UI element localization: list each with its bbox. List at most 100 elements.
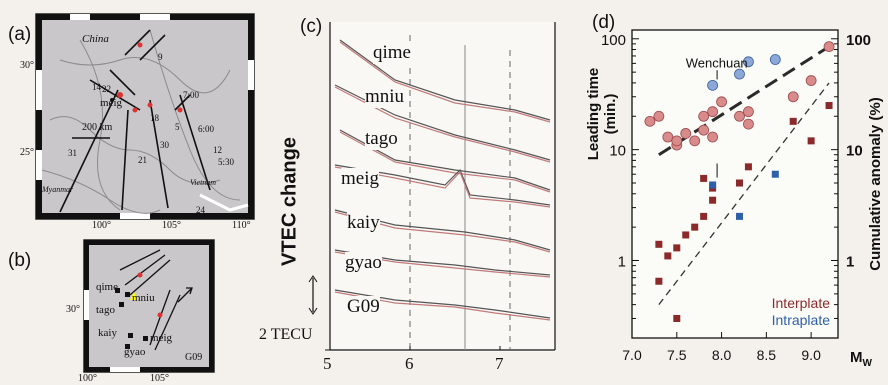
interplate-circle-point	[698, 110, 710, 122]
legend-interplate: Interplate	[772, 295, 831, 311]
panel-a: (a) China Myanmar Vietnam 200 km meig 30…	[0, 0, 270, 231]
trace-label-tago: tago	[365, 128, 398, 150]
trace-label-g09: G09	[347, 296, 380, 318]
lon-tick-110: 110°	[232, 220, 251, 231]
interplate-circle-point	[689, 135, 701, 147]
lat-tick-25: 25°	[20, 147, 34, 158]
track-number: 5	[175, 122, 180, 132]
x-tick-label: 7.0	[622, 347, 642, 363]
y-tick-label-left: 100	[601, 32, 626, 49]
scale-bar-label: 200 km	[82, 122, 113, 133]
panel-d: (d) 7.0 7.5 8.0 8.5 9.0 100 10 1 100 10 1 Wenchuan I…	[580, 0, 888, 385]
time-label: 6:00	[198, 124, 215, 134]
intraplate-square-point	[709, 181, 717, 189]
scatter-plot: 7.0 7.5 8.0 8.5 9.0 100 10 1 100 10 1 Wenchuan Inter…	[585, 29, 884, 369]
y-axis-label-left: Leading time(min.)	[585, 68, 619, 161]
interplate-circle-point	[787, 91, 799, 103]
interplate-circle-point	[707, 106, 719, 118]
intraplate-circle-point	[769, 54, 781, 65]
intraplate-circle-point	[707, 79, 719, 91]
wenchuan-annotation: Wenchuan	[686, 56, 748, 71]
interplate-circle-point	[716, 96, 727, 108]
panel-b: (b) qime mniu tago kaiy meig gyao G09 30…	[0, 230, 240, 385]
y-tick-label-left: 10	[609, 143, 626, 160]
panel-c: (c) VTEC change qime mniu tago meig kaiy…	[255, 0, 575, 385]
interplate-square-point	[709, 196, 717, 204]
station-gyao: gyao	[124, 346, 146, 358]
interplate-square-point	[735, 179, 743, 187]
interplate-square-point	[744, 163, 752, 171]
trace-label-kaiy: kaiy	[347, 212, 380, 234]
y-axis-label-line: Leading time	[585, 68, 602, 161]
intraplate-circle-point	[743, 56, 754, 68]
panel-b-label: (b)	[8, 250, 32, 271]
track-number: 12	[213, 145, 222, 155]
time-label: 7:00	[183, 90, 200, 100]
x-tick-label: 8.0	[712, 347, 732, 363]
track-number: 24	[196, 205, 205, 215]
interplate-square-point	[700, 212, 708, 220]
station-mniu: mniu	[132, 292, 155, 304]
interplate-square-point	[682, 231, 690, 239]
place-myanmar: Myanmar	[42, 185, 74, 194]
interplate-square-point	[655, 277, 663, 285]
fit-line	[658, 82, 830, 306]
track-number: 30	[160, 140, 169, 150]
time-label: 5:30	[218, 157, 235, 167]
interplate-square-point	[825, 102, 833, 110]
trace-label-gyao: gyao	[345, 252, 382, 274]
interplate-circle-point	[680, 128, 692, 139]
y-axis-label-right: Cumulative anomaly (%)	[867, 97, 884, 270]
interplate-circle-point	[734, 110, 745, 122]
interplate-circle-point	[707, 131, 719, 143]
intraplate-square-point	[735, 212, 743, 220]
intraplate-square-point	[771, 170, 779, 178]
x-tick-label: 7	[495, 354, 504, 373]
interplate-square-point	[691, 223, 699, 231]
track-number: 31	[68, 148, 77, 158]
y-tick-label-right: 1	[846, 254, 854, 271]
interplate-circle-point	[653, 110, 665, 122]
trace-label-mniu: mniu	[365, 86, 405, 108]
x-tick-label: 8.5	[757, 347, 777, 363]
lat-tick-30: 30°	[20, 60, 34, 71]
panel-a-map	[35, 13, 255, 220]
interplate-circle-point	[671, 135, 683, 147]
track-number: 21	[138, 155, 147, 165]
track-number: 22	[102, 84, 111, 94]
panel-c-label: (c)	[300, 16, 323, 37]
place-vietnam: Vietnam	[190, 178, 217, 187]
panel-a-label: (a)	[8, 24, 32, 45]
lon-tick-100: 100°	[92, 220, 111, 231]
interplate-square-point	[655, 240, 663, 248]
place-china: China	[82, 33, 109, 45]
interplate-square-point	[807, 137, 815, 145]
x-tick-label: 7.5	[667, 347, 687, 363]
x-tick-label: 6	[405, 354, 414, 373]
track-number: 9	[158, 52, 163, 62]
x-axis-label: MW	[850, 349, 873, 369]
intraplate-circle-point	[734, 68, 745, 80]
panel-d-label: (d)	[592, 12, 616, 33]
interplate-square-point	[789, 117, 797, 125]
station-qime: qime	[96, 281, 118, 293]
y-axis-label-line: (min.)	[602, 94, 619, 135]
interplate-square-point	[700, 174, 708, 182]
track-number: 14	[92, 82, 101, 92]
interplate-circle-point	[743, 106, 754, 118]
x-axis-label-sub: W	[863, 358, 873, 369]
lon-tick-100: 100°	[78, 373, 97, 384]
panel-c-ylabel: VTEC change	[278, 137, 301, 266]
interplate-square-point	[664, 252, 672, 260]
trace-label-meig: meig	[341, 168, 379, 190]
interplate-circle-point	[743, 118, 754, 130]
station-meig: meig	[150, 332, 172, 344]
interplate-square-point	[673, 314, 681, 322]
y-tick-label-left: 1	[618, 254, 626, 271]
interplate-square-point	[673, 244, 681, 252]
interplate-circle-point	[662, 131, 674, 143]
trace-label-qime: qime	[373, 42, 411, 64]
y-tick-label-right: 100	[846, 32, 871, 49]
plot-frame	[631, 29, 839, 339]
interplate-circle-point	[805, 75, 817, 86]
